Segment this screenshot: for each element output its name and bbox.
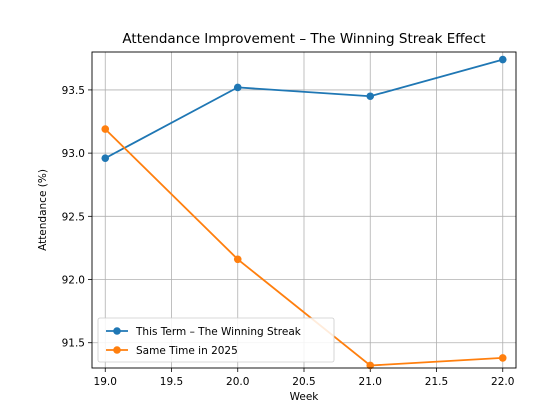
plot-frame [91,51,517,369]
legend-marker [113,346,121,354]
series-layer [101,55,507,370]
y-tick-label: 92.0 [62,275,85,287]
data-point [233,83,242,92]
grid [92,52,516,368]
series-1 [101,55,507,162]
data-point [101,125,110,133]
data-point [101,154,110,162]
legend-label: Same Time in 2025 [136,345,238,357]
y-tick-label: 92.5 [62,211,85,223]
y-tick-label: 93.5 [62,85,85,97]
data-point [498,354,507,362]
y-axis-label: Attendance (%) [37,169,49,251]
legend-box [97,317,335,363]
series-line [104,58,503,159]
y-tick-label: 91.5 [62,338,85,350]
data-point [233,255,242,264]
series-line [104,128,503,367]
x-tick-label: 20.5 [292,376,315,388]
x-tick-label: 20.0 [226,376,249,388]
x-axis-label: Week [290,391,320,403]
series-2 [101,125,507,370]
legend-label: This Term – The Winning Streak [135,326,302,338]
legend: This Term – The Winning Streak Same Time … [97,317,335,363]
legend-marker [113,327,121,335]
chart-title: Attendance Improvement – The Winning Str… [122,31,485,47]
y-tick-label: 93.0 [62,148,85,160]
x-tick-label: 21.5 [425,376,448,388]
legend-item: This Term – The Winning Streak [106,326,302,338]
legend-item: Same Time in 2025 [106,345,238,357]
data-point [366,361,375,370]
data-point [498,55,507,64]
x-tick-label: 19.5 [160,376,183,388]
x-tick-label: 21.0 [359,376,382,388]
x-tick-label: 19.0 [94,376,117,388]
x-tick-label: 22.0 [491,376,514,388]
data-point [366,92,375,101]
